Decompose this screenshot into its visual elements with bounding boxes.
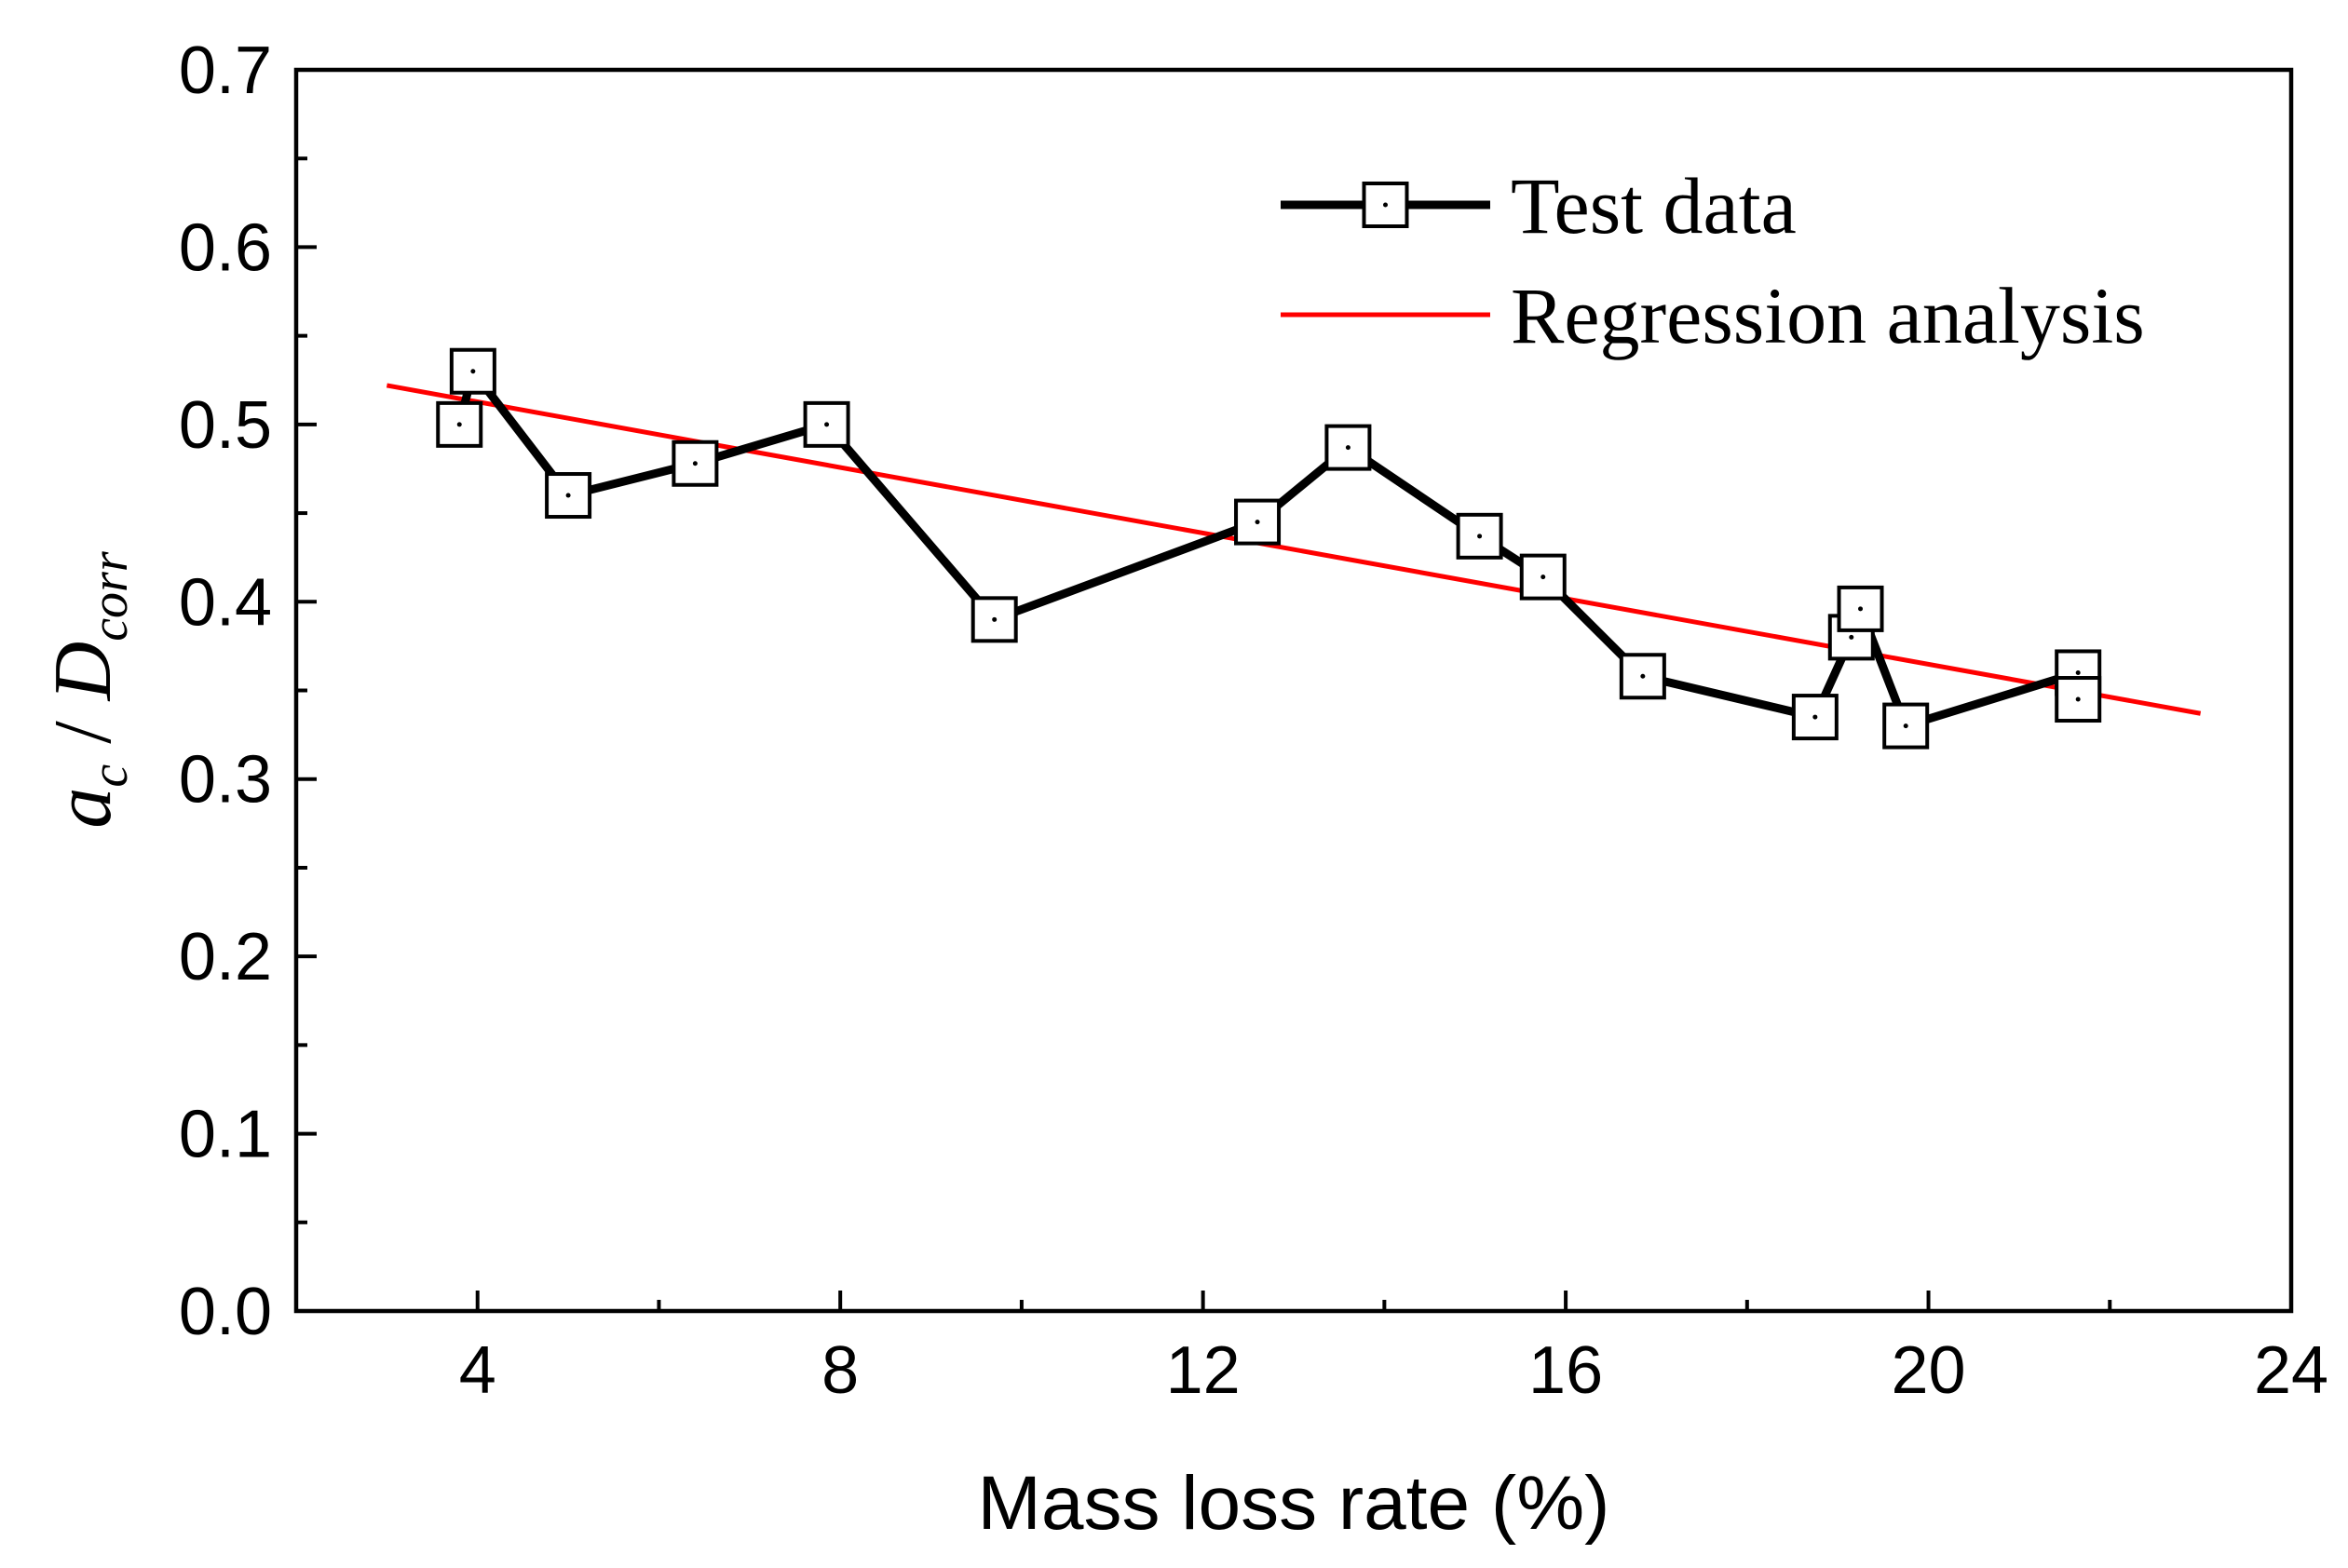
test-data-point-dot (565, 493, 571, 498)
test-data-point-dot (1849, 634, 1854, 640)
test-data-point-dot (1640, 673, 1646, 679)
x-tick-label: 8 (821, 1333, 859, 1408)
y-tick-label: 0.4 (179, 565, 272, 640)
legend-test-marker-dot (1383, 202, 1388, 208)
test-data-point-dot (1858, 606, 1864, 612)
regression-line (386, 383, 2202, 716)
x-tick-label: 16 (1528, 1333, 1603, 1408)
test-data-point-dot (2075, 696, 2081, 702)
test-data-point-dot (456, 422, 462, 427)
test-data-point-dot (1345, 445, 1350, 451)
legend: Test data Regression analysis (1281, 161, 2145, 360)
test-data-point-dot (824, 422, 830, 427)
test-data-point (436, 400, 483, 448)
test-data-point (1837, 585, 1884, 632)
x-tick-label: 4 (459, 1333, 496, 1408)
legend-regression-label: Regression analysis (1511, 271, 2145, 360)
y-tick-label: 0.7 (179, 34, 272, 108)
axis-layer: 4 8 12 16 20 24 0.0 0.1 0.2 0.3 0.4 0.5 0.6 0.7 (179, 34, 2328, 1408)
y-tick-label: 0.1 (179, 1098, 272, 1172)
legend-test-label: Test data (1511, 161, 1797, 250)
test-data-point (1519, 553, 1567, 601)
plot-frame (293, 67, 2294, 1314)
x-tick-label: 12 (1166, 1333, 1241, 1408)
y-axis-title-sub1: c (81, 764, 139, 788)
test-data-point-dot (2075, 669, 2081, 675)
y-tick-label: 0.3 (179, 743, 272, 818)
test-data-point-dot (1812, 714, 1818, 720)
x-tick-label: 24 (2254, 1333, 2328, 1408)
y-tick-label: 0.5 (179, 388, 272, 463)
test-data-point-dot (1903, 723, 1908, 729)
test-data-point-dot (1255, 520, 1260, 525)
test-data-point-dot (1540, 574, 1546, 580)
y-tick-label: 0.0 (179, 1275, 272, 1349)
y-tick-label: 0.6 (179, 210, 272, 285)
y-axis-title-main2: D (38, 642, 129, 702)
y-axis-title: ac / Dcorr (38, 551, 139, 829)
x-tick-label: 20 (1891, 1333, 1965, 1408)
y-axis-title-sub2: corr (81, 551, 139, 642)
test-data-point (1324, 424, 1372, 471)
y-axis-title-main1: a (38, 788, 129, 829)
y-tick-label: 0.2 (179, 920, 272, 994)
test-data-point-dot (692, 461, 698, 466)
series-layer (386, 347, 2202, 750)
test-data-point-dot (992, 616, 998, 622)
test-data-point (2055, 676, 2102, 723)
x-axis-title: Mass loss rate (%) (978, 1461, 1610, 1546)
y-axis-title-sep: / (38, 700, 129, 764)
test-data-point-dot (470, 369, 476, 374)
test-data-point (1882, 702, 1930, 750)
test-data-line (455, 367, 2083, 731)
test-data-point-dot (1477, 534, 1483, 539)
